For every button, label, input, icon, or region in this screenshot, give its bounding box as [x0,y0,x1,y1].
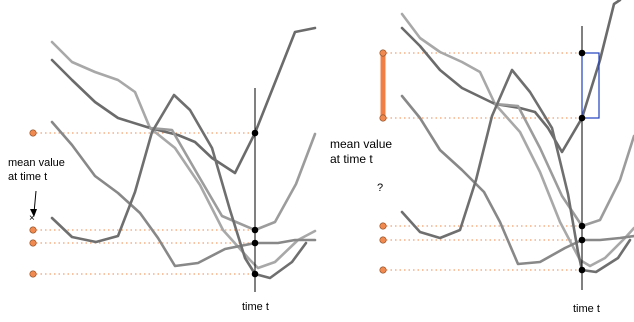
left-panel [29,26,317,292]
left-orange-marker [29,129,37,137]
right-orange-marker [379,114,387,122]
left-orange-marker [29,270,37,278]
left-axis-point [251,129,259,137]
left-annotation-line2: at time t [8,171,48,183]
left-curve [50,26,317,175]
right-time-label: time t [573,303,600,315]
right-curve [400,12,634,268]
left-dotted-lines [36,132,255,275]
right-curve [400,94,634,266]
right-annotation-line1: mean value [330,137,393,151]
left-time-label: time t [242,301,269,313]
left-axis-point [251,226,259,234]
left-axis-point [251,270,259,278]
left-orange-markers [29,129,37,278]
right-orange-marker [379,236,387,244]
right-question-mark: ? [377,182,384,194]
right-orange-marker [379,222,387,230]
right-curves [400,0,634,274]
right-axis-point [578,222,586,230]
left-orange-marker [29,239,37,247]
left-axis-point [251,239,259,247]
left-orange-marker [29,226,37,234]
right-curve [400,68,632,274]
left-curve [148,126,317,232]
right-orange-markers [379,49,387,274]
right-panel [379,0,634,290]
right-dotted-lines [386,52,582,271]
left-axis-points [251,129,259,278]
right-curve [400,0,622,154]
left-mean-marker: × [29,213,35,224]
right-axis-point [578,236,586,244]
right-blue-box [581,52,600,119]
right-orange-marker [379,49,387,57]
left-curve [50,93,308,280]
left-annotation-line1: mean value [8,157,65,169]
right-annotation-line2: at time t [330,152,373,166]
left-arrow-head [30,209,37,217]
right-curve [493,102,634,228]
left-curve [50,120,317,268]
right-axis-points [578,49,586,274]
right-orange-marker [379,266,387,274]
left-curve [50,40,317,270]
left-curves [50,26,317,280]
right-axis-point [578,49,586,57]
right-axis-point [578,266,586,274]
right-axis-point [578,114,586,122]
